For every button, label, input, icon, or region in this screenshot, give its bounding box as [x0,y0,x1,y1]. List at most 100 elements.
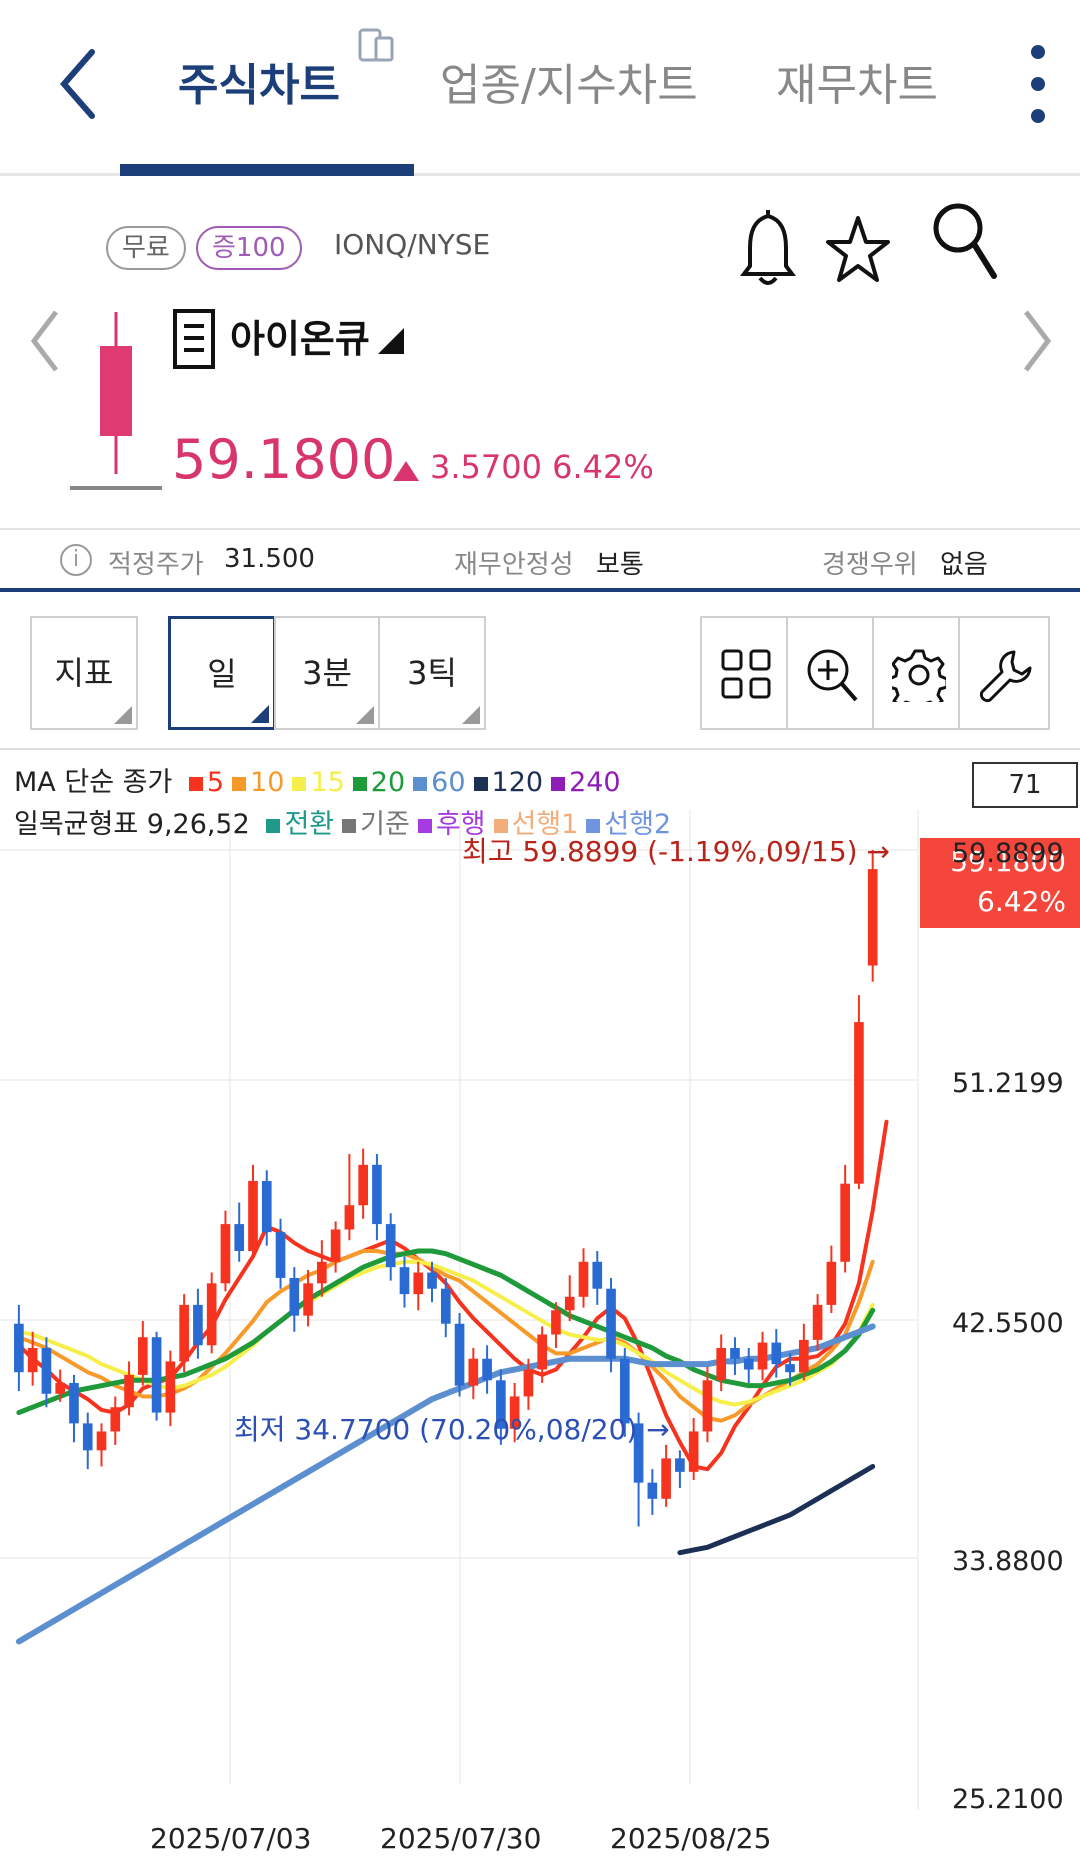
period-3min-label: 3분 [302,654,352,692]
candle-body [358,1164,368,1206]
candle-body [482,1358,492,1381]
period-day-button[interactable]: 일 [168,616,276,730]
next-stock-button[interactable] [1016,306,1056,376]
chart-plot-area[interactable] [0,750,920,1810]
candle-body [633,1423,644,1483]
active-tab-indicator [120,164,414,176]
candle-body [716,1347,727,1381]
ma-legend-color-swatch [551,776,566,791]
candle-body [523,1369,534,1397]
fair-price-value: 31.500 [224,544,315,574]
current-price-tag: 59.1800 6.42% [920,838,1080,928]
candle-body [82,1423,93,1451]
bell-icon [740,210,796,285]
ma-legend-color-swatch [352,776,367,791]
candle-body [303,1283,313,1316]
candle-body [454,1323,465,1386]
info-icon[interactable]: i [60,544,92,576]
period-day-label: 일 [207,655,237,693]
ma-legend-color-swatch [413,776,428,791]
candle-body [179,1304,189,1362]
candle-body [372,1164,382,1225]
ma-legend-item: 10 [232,767,284,798]
ma-legend-item: 15 [292,767,345,798]
star-icon [826,216,890,282]
candle-body [289,1277,300,1316]
stock-name[interactable]: 아이온큐 [230,317,370,361]
chevron-right-icon [1024,310,1052,372]
ichimoku-legend: 일목균형표 9,26,52 전환 기준 후행 선행1 선행2 [14,802,687,841]
ma-legend-label: 20 [370,767,406,798]
layout-grid-button[interactable] [700,616,788,730]
candle-body [867,869,878,966]
dropdown-caret-icon[interactable] [376,326,406,356]
candle-body [496,1380,506,1429]
y-tick-label: 51.2199 [952,1068,1064,1099]
price-change: 3.5700 6.42% [430,448,654,486]
zoom-button[interactable] [786,616,874,730]
previous-stock-button[interactable] [26,306,66,376]
stock-chart[interactable]: MA 단순 종가 5 10 15 20 60 120 240 일목균형표 9,26,52 전… [0,748,1080,1856]
ma-legend-label: 10 [250,767,285,798]
ma-legend-item: 120 [473,767,544,798]
ma-legend-label: 5 [206,767,225,798]
candle-body [440,1288,451,1324]
chevron-left-icon [60,49,95,119]
alert-button[interactable] [740,208,796,298]
candle-count-input[interactable]: 71 [972,762,1078,808]
low-annotation: 최저 34.7700 (70.20%,08/20) → [234,1413,670,1446]
period-3min-button[interactable]: 3분 [274,616,380,730]
period-3tick-button[interactable]: 3틱 [378,616,486,730]
valuation-info-row: i 적정주가 31.500 재무안정성 보통 경쟁우위 없음 [0,528,1080,592]
ma-legend-title: MA 단순 종가 [14,767,173,798]
ichimoku-legend-item: 전환 [266,809,334,840]
ichimoku-legend-color-swatch [493,818,508,833]
x-tick-label: 2025/08/25 [610,1822,772,1855]
candle-body [96,1431,107,1451]
ichimoku-legend-color-swatch [266,818,281,833]
candle-body [468,1358,479,1386]
tab-stock-chart[interactable]: 주식차트 [178,60,340,111]
candle-body [234,1224,245,1252]
more-menu-button[interactable] [1020,42,1056,128]
candle-body [799,1339,809,1373]
search-button[interactable] [930,200,1000,290]
ma-legend-label: 120 [491,767,544,798]
ticker-label: IONQ/NYSE [334,228,491,261]
tab-sector-index-chart[interactable]: 업종/지수차트 [440,60,698,111]
more-vertical-icon [1031,45,1045,123]
candle-body [592,1261,603,1289]
ichimoku-legend-item: 후행 [417,809,486,840]
ma-legend-label: 15 [310,767,345,798]
candle-body [688,1431,699,1472]
y-tick-label: 59.8899 [952,838,1064,869]
ma-legend-item: 60 [413,767,466,798]
favorite-button[interactable] [826,212,890,296]
ichimoku-legend-color-swatch [342,818,357,833]
candle-body [261,1180,272,1233]
stock-menu-button[interactable] [172,308,216,370]
device-switch-icon[interactable] [356,26,396,64]
ichimoku-legend-color-swatch [417,818,432,833]
tools-button[interactable] [958,616,1050,730]
zoom-in-icon [807,649,858,702]
candle-body [606,1288,616,1359]
tab-financial-chart[interactable]: 재무차트 [776,60,938,111]
free-badge: 무료 [106,226,186,270]
up-triangle-icon [392,460,420,482]
ma-legend-item: 5 [188,767,225,798]
mini-candle-icon [70,312,162,492]
y-tick-label: 33.8800 [952,1546,1064,1577]
back-button[interactable] [52,44,112,124]
candle-body [330,1229,341,1262]
indicator-button[interactable]: 지표 [30,616,138,730]
candle-body [537,1334,548,1370]
top-tab-bar: 주식차트 업종/지수차트 재무차트 [0,0,1080,176]
settings-button[interactable] [872,616,960,730]
candle-body [69,1382,79,1424]
ichimoku-legend-item: 기준 [342,809,410,840]
candle-body [551,1310,561,1335]
candle-body [826,1261,837,1305]
ichimoku-legend-label: 기준 [360,809,410,840]
candle-body [840,1183,850,1262]
